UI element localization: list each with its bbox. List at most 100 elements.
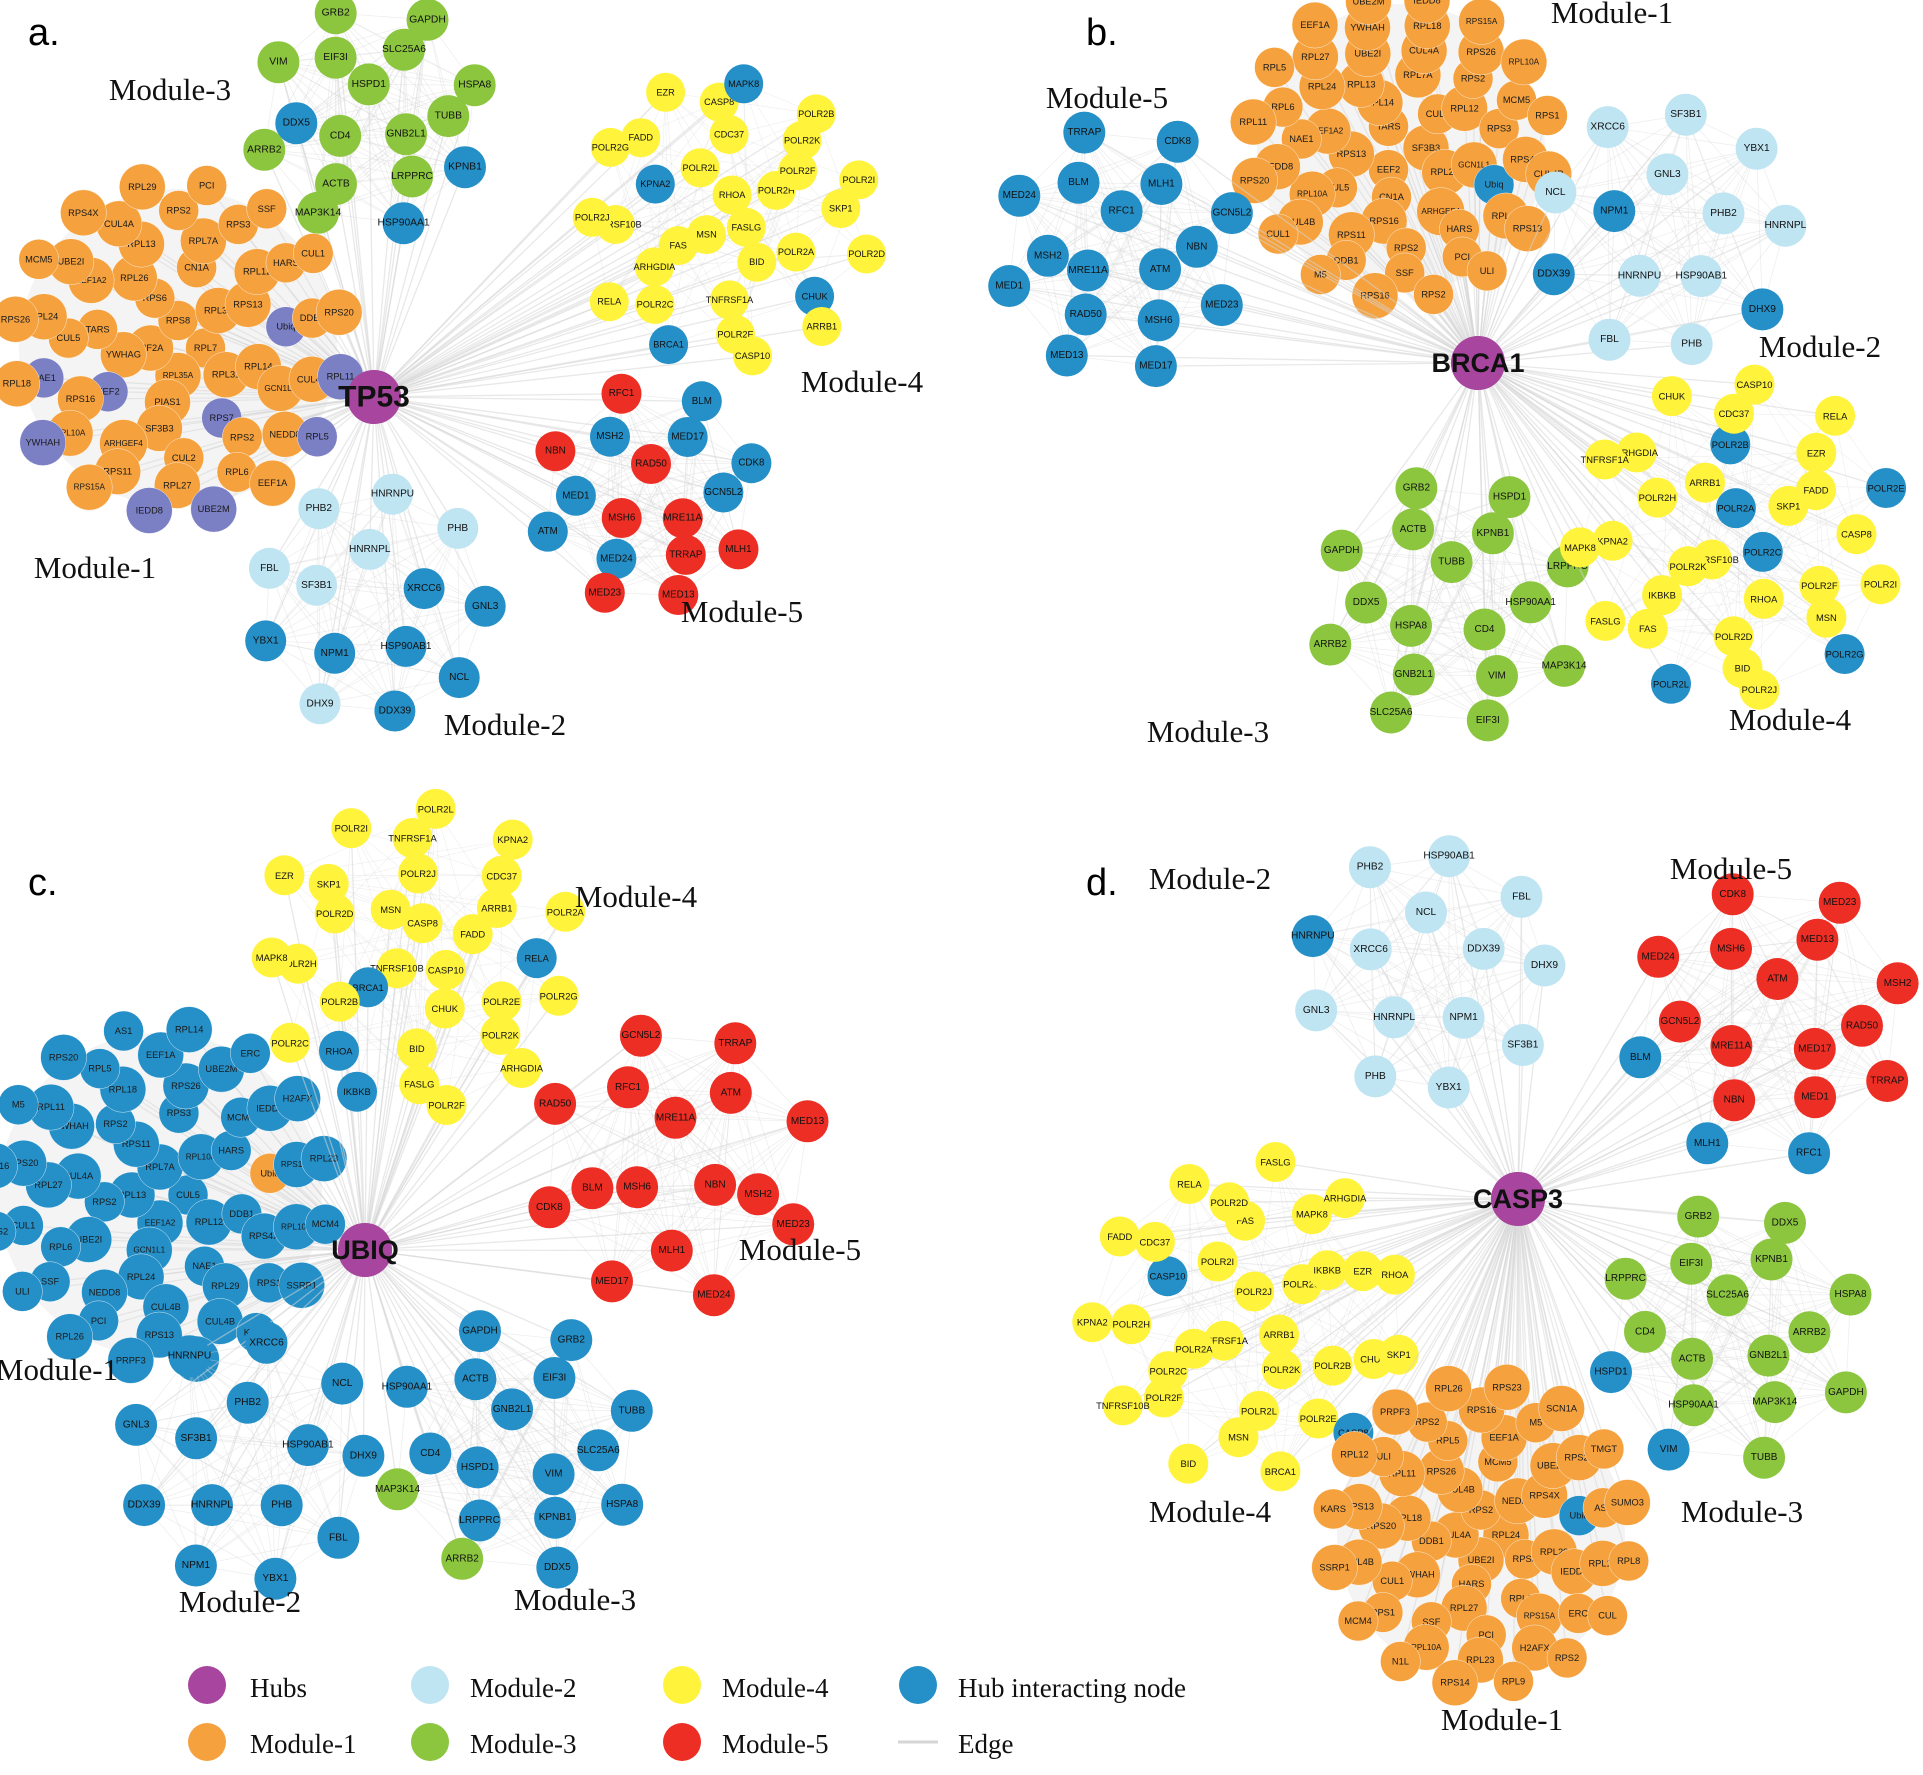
- svg-text:POLR2C: POLR2C: [271, 1037, 309, 1048]
- svg-text:CUL1: CUL1: [301, 248, 325, 258]
- svg-text:NPM1: NPM1: [182, 1560, 211, 1571]
- svg-text:SF3B3: SF3B3: [145, 423, 173, 433]
- svg-text:MSH6: MSH6: [1717, 943, 1745, 954]
- svg-text:RELA: RELA: [597, 297, 622, 307]
- svg-text:CUL4B: CUL4B: [151, 1302, 181, 1312]
- svg-text:POLR2L: POLR2L: [682, 163, 717, 173]
- svg-text:TNFRSF10B: TNFRSF10B: [1096, 1400, 1150, 1411]
- svg-text:UBE2M: UBE2M: [205, 1064, 237, 1074]
- svg-text:NCL: NCL: [449, 672, 470, 683]
- svg-text:FASLG: FASLG: [1260, 1157, 1290, 1168]
- svg-text:RPL10A: RPL10A: [1509, 58, 1540, 67]
- svg-text:VIM: VIM: [269, 57, 287, 68]
- svg-text:CUL2: CUL2: [172, 453, 196, 463]
- svg-text:DDX5: DDX5: [1353, 597, 1380, 608]
- svg-text:RPS2: RPS2: [1394, 243, 1418, 253]
- svg-text:POLR2C: POLR2C: [1744, 546, 1782, 557]
- svg-text:Module-1: Module-1: [1551, 0, 1673, 30]
- svg-text:d.: d.: [1086, 862, 1118, 904]
- svg-text:NEDD8: NEDD8: [89, 1287, 121, 1297]
- svg-text:RPL5: RPL5: [306, 432, 329, 442]
- svg-text:HSPA8: HSPA8: [606, 1499, 638, 1510]
- svg-text:MAP3K14: MAP3K14: [375, 1484, 420, 1495]
- svg-text:Module-1: Module-1: [34, 550, 156, 585]
- svg-text:GRB2: GRB2: [1403, 483, 1431, 494]
- svg-text:HSP90AB1: HSP90AB1: [1423, 851, 1475, 862]
- svg-text:TARS: TARS: [86, 324, 110, 334]
- svg-text:PHB2: PHB2: [1710, 208, 1737, 219]
- svg-text:M5: M5: [1529, 1418, 1542, 1428]
- svg-text:IKBKB: IKBKB: [1313, 1265, 1341, 1276]
- svg-text:UBE2I: UBE2I: [1468, 1555, 1495, 1565]
- svg-text:CASP8: CASP8: [1841, 529, 1872, 540]
- svg-text:NCL: NCL: [1545, 187, 1566, 198]
- svg-text:YBX1: YBX1: [253, 635, 279, 646]
- svg-text:CASP10: CASP10: [735, 351, 770, 361]
- svg-text:CDK8: CDK8: [738, 458, 765, 469]
- svg-text:GNL3: GNL3: [1654, 169, 1681, 180]
- svg-text:NCL: NCL: [1416, 907, 1437, 918]
- svg-text:IKBKB: IKBKB: [1648, 590, 1676, 601]
- svg-text:POLR2F: POLR2F: [1146, 1392, 1183, 1403]
- svg-text:YBX1: YBX1: [1744, 143, 1770, 154]
- svg-text:GCN5L2: GCN5L2: [704, 487, 742, 498]
- svg-text:RPS13: RPS13: [145, 1330, 174, 1340]
- svg-text:RAD50: RAD50: [635, 459, 667, 470]
- svg-text:BLM: BLM: [1630, 1052, 1651, 1063]
- svg-text:Module-4: Module-4: [722, 1673, 829, 1703]
- svg-text:EZR: EZR: [275, 870, 294, 881]
- svg-text:BRCA1: BRCA1: [1265, 1466, 1296, 1477]
- svg-text:MSN: MSN: [380, 904, 401, 915]
- svg-text:POLR2A: POLR2A: [778, 247, 815, 257]
- svg-text:GNL3: GNL3: [123, 1419, 150, 1430]
- svg-text:SLC25A6: SLC25A6: [1706, 1290, 1749, 1301]
- svg-text:Module-4: Module-4: [1149, 1494, 1272, 1529]
- svg-text:MED17: MED17: [595, 1276, 629, 1287]
- svg-text:RPL27: RPL27: [163, 481, 191, 491]
- svg-text:RFC1: RFC1: [615, 1082, 642, 1093]
- svg-text:Module-5: Module-5: [722, 1729, 828, 1759]
- svg-text:POLR2H: POLR2H: [1113, 1319, 1151, 1330]
- svg-text:LRPPRC: LRPPRC: [459, 1515, 500, 1526]
- svg-text:NAE1: NAE1: [1289, 134, 1313, 144]
- svg-text:IKBKB: IKBKB: [343, 1086, 371, 1097]
- svg-text:EIF3I: EIF3I: [542, 1373, 566, 1384]
- svg-text:HARS: HARS: [1446, 224, 1472, 234]
- svg-text:HNRNPU: HNRNPU: [1618, 270, 1662, 281]
- svg-text:MAP3K14: MAP3K14: [1752, 1397, 1797, 1408]
- svg-text:HNRNPU: HNRNPU: [371, 489, 414, 500]
- svg-text:BLM: BLM: [692, 396, 712, 407]
- svg-text:CASP10: CASP10: [428, 964, 464, 975]
- svg-text:MSN: MSN: [696, 230, 716, 240]
- svg-text:BID: BID: [409, 1043, 425, 1054]
- svg-text:SUMO3: SUMO3: [1611, 1498, 1644, 1508]
- svg-text:DDX5: DDX5: [1772, 1217, 1799, 1228]
- svg-text:RPL24: RPL24: [1492, 1530, 1520, 1540]
- svg-text:PCI: PCI: [91, 1316, 107, 1326]
- svg-text:RPL11: RPL11: [1239, 117, 1267, 127]
- svg-text:POLR2K: POLR2K: [482, 1030, 520, 1041]
- svg-text:MED17: MED17: [1139, 361, 1173, 372]
- svg-text:POLR2J: POLR2J: [400, 868, 435, 879]
- svg-text:RPL14: RPL14: [175, 1025, 203, 1035]
- svg-text:EEF2: EEF2: [1377, 165, 1400, 175]
- svg-text:ARRB2: ARRB2: [446, 1553, 480, 1564]
- svg-text:POLR2F: POLR2F: [780, 166, 816, 176]
- svg-text:MED1: MED1: [562, 490, 589, 501]
- svg-text:RHOA: RHOA: [1750, 593, 1778, 604]
- svg-text:Module-1: Module-1: [250, 1729, 356, 1759]
- svg-text:RPS2: RPS2: [1555, 1653, 1579, 1663]
- svg-text:BID: BID: [749, 257, 765, 267]
- svg-text:HSP90AA1: HSP90AA1: [1668, 1400, 1719, 1411]
- svg-text:GCN5L2: GCN5L2: [1660, 1016, 1699, 1027]
- svg-text:UBIQ: UBIQ: [331, 1235, 399, 1265]
- svg-text:SLC25A6: SLC25A6: [577, 1445, 620, 1456]
- svg-text:CHUK: CHUK: [802, 291, 829, 301]
- svg-text:ULI: ULI: [1480, 266, 1494, 276]
- svg-text:POLR2B: POLR2B: [1314, 1360, 1351, 1371]
- svg-text:CDK8: CDK8: [1164, 136, 1191, 147]
- svg-text:Module-3: Module-3: [109, 72, 231, 107]
- svg-text:RPS1: RPS1: [1535, 111, 1559, 121]
- svg-text:KPNA2: KPNA2: [1077, 1317, 1108, 1328]
- svg-text:MED23: MED23: [1823, 897, 1857, 908]
